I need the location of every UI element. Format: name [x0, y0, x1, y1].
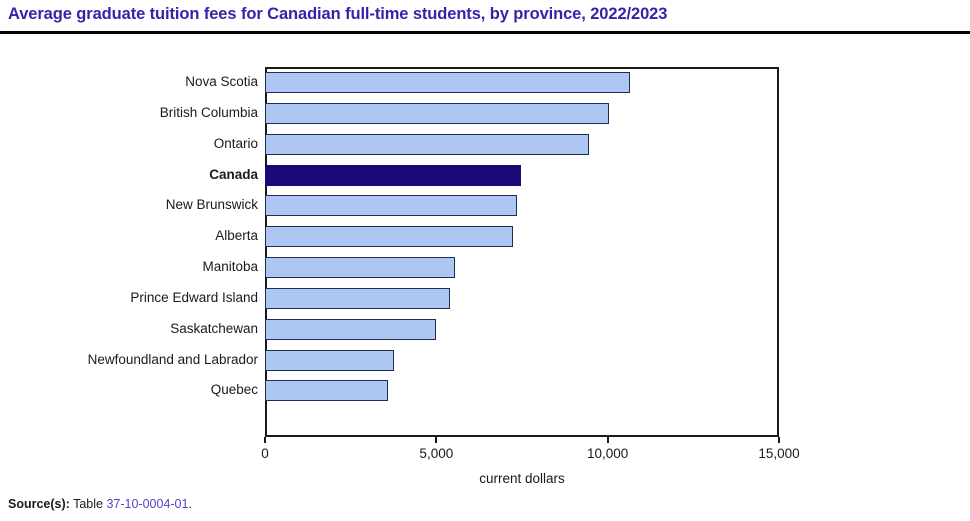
- x-tick-label: 5,000: [419, 446, 454, 461]
- category-label: British Columbia: [159, 104, 258, 120]
- category-label: Alberta: [215, 228, 258, 244]
- category-label: Quebec: [210, 382, 258, 398]
- x-tick-mark: [606, 437, 609, 443]
- x-tick-mark: [264, 437, 266, 443]
- bar-row: [265, 160, 779, 191]
- bar-row: [265, 314, 779, 345]
- bar-row: [265, 221, 779, 252]
- bar-canada[interactable]: [265, 164, 521, 186]
- bar-manitoba[interactable]: [265, 257, 455, 278]
- category-label: Manitoba: [202, 259, 258, 274]
- category-label: Saskatchewan: [170, 320, 258, 336]
- x-tick-label: 10,000: [587, 446, 629, 461]
- x-tick-mark: [435, 437, 438, 443]
- bar-row: [265, 190, 779, 221]
- bar-new-brunswick[interactable]: [265, 195, 517, 217]
- source-table-word: Table: [73, 497, 103, 511]
- category-label: Nova Scotia: [185, 74, 258, 89]
- bar-row: [265, 283, 779, 314]
- bar-saskatchewan[interactable]: [265, 318, 436, 340]
- category-axis-labels: Nova Scotia British Columbia Ontario Canada…: [0, 67, 258, 437]
- bar-row: [265, 129, 779, 160]
- page-title: Average graduate tuition fees for Canadi…: [8, 5, 668, 23]
- bars-container: [265, 67, 779, 437]
- bar-row: [265, 98, 779, 129]
- x-axis-title: current dollars: [479, 471, 565, 486]
- source-table-link[interactable]: 37-10-0004-01: [106, 497, 189, 511]
- bar-newfoundland-and-labrador[interactable]: [265, 349, 394, 371]
- bar-ontario[interactable]: [265, 133, 589, 155]
- category-label: Newfoundland and Labrador: [87, 351, 258, 367]
- x-tick-label: 0: [261, 446, 269, 461]
- category-label: New Brunswick: [165, 197, 258, 213]
- bar-row: [265, 67, 779, 98]
- source-period: .: [188, 497, 192, 511]
- bar-prince-edward-island[interactable]: [265, 287, 451, 309]
- bar-british-columbia[interactable]: [265, 102, 609, 124]
- bar-nova-scotia[interactable]: [265, 72, 630, 93]
- source-label: Source(s):: [8, 497, 70, 511]
- title-divider: [0, 31, 970, 34]
- x-tick-mark: [778, 437, 780, 443]
- category-label: Ontario: [213, 135, 258, 151]
- bar-row: [265, 375, 779, 406]
- category-label: Canada: [209, 166, 258, 182]
- source-note: Source(s): Table 37-10-0004-01.: [8, 497, 192, 511]
- bar-alberta[interactable]: [265, 226, 514, 248]
- bar-row: [265, 345, 779, 376]
- x-tick-label: 15,000: [758, 446, 800, 461]
- bar-quebec[interactable]: [265, 380, 389, 402]
- plot-area: [265, 67, 779, 437]
- category-label: Prince Edward Island: [130, 289, 258, 305]
- bar-row: [265, 252, 779, 283]
